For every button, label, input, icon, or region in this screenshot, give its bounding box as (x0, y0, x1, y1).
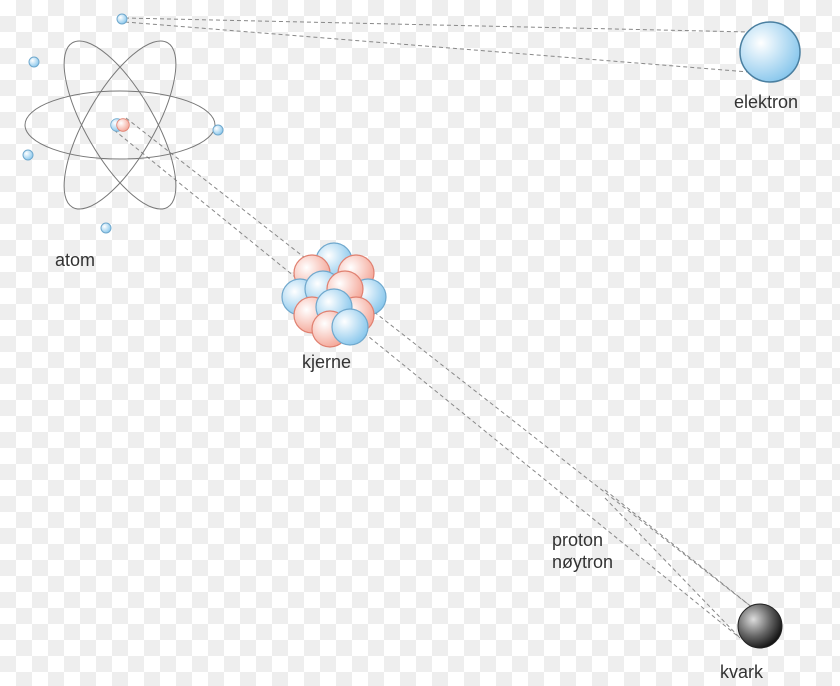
atom-electron (29, 57, 39, 67)
diagram-svg (0, 0, 840, 686)
nucleon (332, 309, 368, 345)
electron-big (740, 22, 800, 82)
atom-electron (23, 150, 33, 160)
atom-electron (213, 125, 223, 135)
label-atom: atom (55, 250, 95, 271)
label-proton: proton (552, 530, 603, 551)
atom-electron (101, 223, 111, 233)
quark-big (738, 604, 782, 648)
label-elektron: elektron (734, 92, 798, 113)
label-kjerne: kjerne (302, 352, 351, 373)
atom-electron (117, 14, 127, 24)
label-noytron: nøytron (552, 552, 613, 573)
label-kvark: kvark (720, 662, 763, 683)
